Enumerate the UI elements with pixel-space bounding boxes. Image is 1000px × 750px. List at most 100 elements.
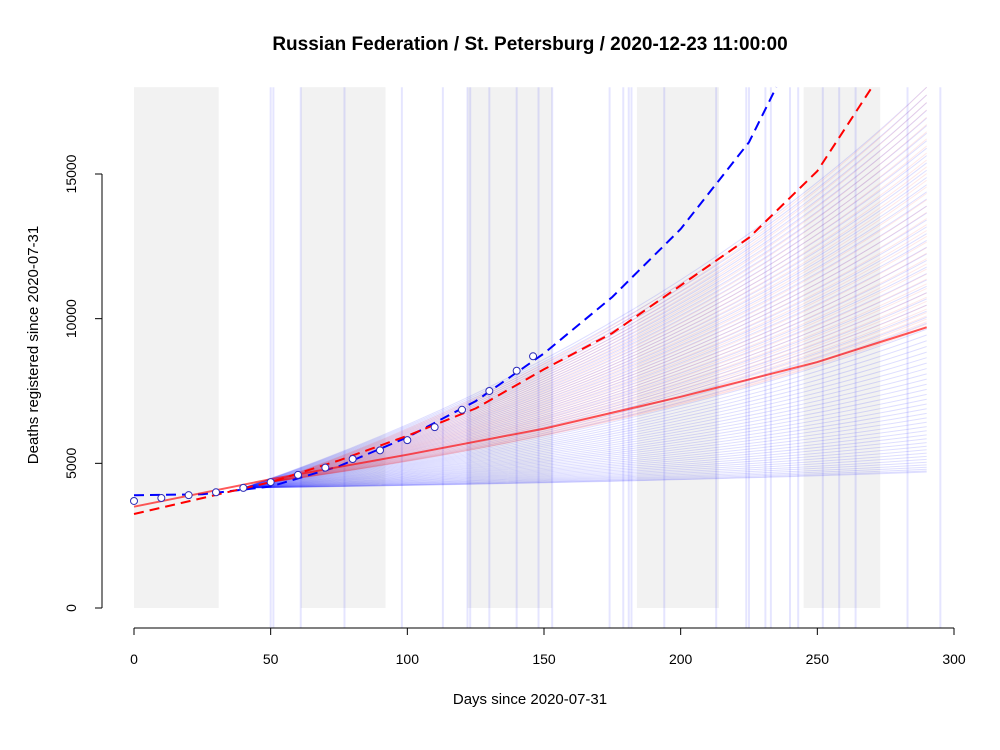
fan-blue-curve-63: [243, 132, 927, 489]
fan-blue-curve-67: [243, 102, 928, 489]
fan-blue-curve-41: [243, 285, 927, 489]
y-tick-label-2: 10000: [63, 299, 79, 338]
observed-point-13: [485, 387, 494, 395]
observed-points: [130, 352, 538, 505]
observed-point-3: [212, 488, 220, 497]
observed-point-9: [376, 446, 384, 455]
fan-blue-curve-25: [243, 378, 927, 489]
x-tick-label-6: 300: [942, 651, 966, 667]
fan-red-curve-12: [270, 287, 927, 483]
fan-red-curve-19: [270, 252, 927, 483]
chart-title: Russian Federation / St. Petersburg / 20…: [272, 34, 787, 55]
fan-blue-curve-15: [243, 426, 927, 489]
fan-blue-curve-43: [243, 273, 927, 489]
observed-point-5: [266, 478, 275, 487]
observed-point-2: [184, 491, 193, 500]
fan-red-curve-3: [270, 321, 927, 483]
fan-blue-curve-28: [243, 362, 927, 489]
event-lines: [269, 87, 942, 628]
fan-red-curve-9: [270, 300, 927, 483]
fan-blue-curve-69: [243, 86, 928, 489]
fan-red-curve-8: [270, 304, 927, 483]
fan-blue-curve-36: [243, 316, 927, 489]
shaded-period-1: [300, 87, 386, 608]
fan-red-curve-40: [270, 116, 928, 483]
observed-point-6: [294, 470, 302, 479]
fan-blue-curve-55: [243, 191, 927, 489]
fan-blue-curve-0: [243, 471, 927, 489]
fan-blue-curve-2: [243, 468, 927, 489]
fan-red-curve-20: [270, 247, 927, 483]
fan-blue-curve-34: [243, 328, 927, 489]
y-tick-label-3: 15000: [63, 154, 79, 193]
observed-point-0: [130, 496, 138, 505]
observed-point-1: [157, 494, 166, 503]
fan-blue-curve-61: [243, 147, 927, 489]
x-axis-label: Days since 2020-07-31: [453, 691, 607, 708]
x-tick-label-4: 200: [669, 651, 693, 667]
shaded-periods: [134, 87, 881, 608]
fan-blue-curve-22: [243, 393, 927, 489]
shaded-period-3: [636, 87, 719, 608]
shaded-period-4: [803, 87, 881, 608]
fan-red-curve-44: [270, 86, 928, 483]
fan-blue-curve-3: [243, 466, 927, 489]
y-axis: 0 5000 10000 15000: [63, 154, 103, 612]
fan-blue-curve-1: [243, 470, 927, 489]
fan-red-curve-0: [270, 326, 927, 483]
fan-blue-curve-33: [243, 334, 927, 489]
fan-red-curve-24: [270, 224, 927, 483]
fan-blue-curve-66: [243, 110, 928, 489]
fan-blue-curve-18: [243, 412, 927, 489]
fan-blue-curve-12: [243, 438, 927, 489]
fan-red-curve-22: [270, 235, 927, 483]
fan-blue-curve-30: [243, 351, 927, 489]
fan-red-curve-25: [270, 218, 927, 483]
fan-red-curve-21: [270, 241, 927, 483]
fan-blue-curve-64: [243, 125, 927, 489]
observed-point-10: [403, 436, 412, 445]
y-tick-label-0: 0: [63, 604, 79, 612]
fan-blue-curve-68: [243, 94, 928, 489]
fan-blue-curve-8: [243, 452, 927, 489]
fan-blue-curve-57: [243, 177, 927, 489]
fan-red-curve-41: [270, 109, 928, 483]
fan-blue-curve-42: [243, 279, 927, 489]
fan-blue-curve-5: [243, 461, 927, 489]
fan-red-curve-14: [270, 278, 927, 483]
fan-blue-curve-17: [243, 417, 927, 489]
y-ticks: 0 5000 10000 15000: [63, 154, 102, 612]
observed-point-4: [239, 483, 248, 492]
fan-blue-curve-21: [243, 398, 927, 489]
x-tick-label-3: 150: [532, 651, 556, 667]
fan-red-curve-5: [270, 315, 927, 483]
observed-point-12: [458, 405, 466, 414]
fan-blue-curve-19: [243, 408, 927, 489]
plot-area: [130, 86, 942, 628]
fan-blue-curve-24: [243, 383, 927, 489]
fan-red-curve-11: [270, 292, 927, 483]
y-tick-label-1: 5000: [63, 448, 79, 479]
fan-blue-curve-6: [243, 458, 927, 489]
series-line-1: [133, 86, 873, 515]
shaded-period-0: [134, 87, 219, 608]
fan-red-curve-18: [270, 258, 927, 483]
y-axis-label: Deaths registered since 2020-07-31: [25, 226, 42, 464]
fan-blue-curve-27: [243, 368, 927, 489]
fan-blue-curve-47: [243, 246, 927, 489]
fan-blue-curve-49: [243, 233, 927, 489]
fan-blue-curve-56: [243, 184, 927, 489]
fan-blue-curve-23: [243, 388, 927, 489]
observed-point-15: [529, 352, 538, 361]
observed-point-11: [430, 423, 439, 432]
fan-blue-curve-50: [243, 226, 927, 489]
fan-blue-curve-51: [243, 219, 927, 489]
fan-blue-curve-65: [243, 117, 927, 489]
x-ticks: 0 50 100 150 200 250 300: [130, 628, 966, 667]
observed-point-14: [512, 366, 521, 375]
fan-blue-curve-62: [243, 140, 927, 489]
fan-blue-curve-40: [243, 292, 927, 489]
fan-blue-curve-31: [243, 346, 927, 489]
x-tick-label-1: 50: [263, 651, 279, 667]
